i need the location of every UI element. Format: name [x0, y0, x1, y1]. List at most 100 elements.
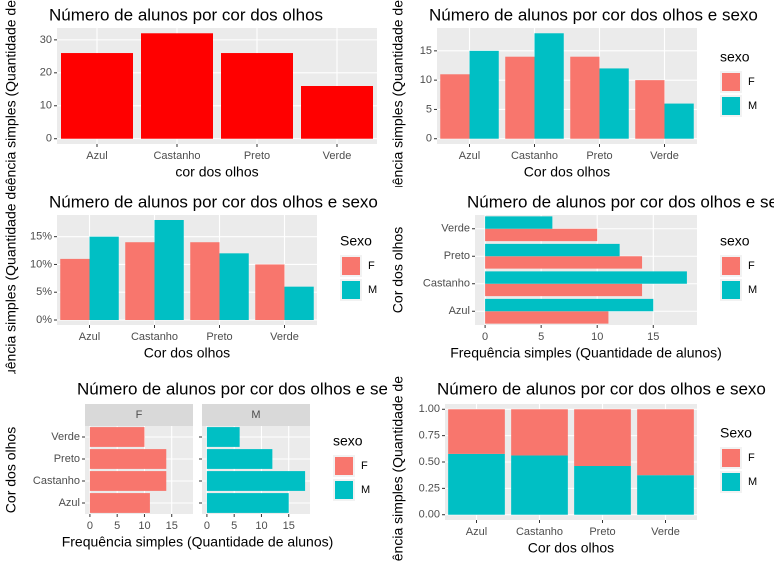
bar: [89, 471, 167, 491]
y-tick-label: 0.50: [419, 456, 440, 468]
bar: [485, 216, 553, 229]
bar: [60, 258, 90, 320]
bar: [125, 242, 155, 320]
y-tick-label: Preto: [444, 250, 470, 262]
y-tick-label: 30: [40, 34, 52, 46]
y-tick-label: Azul: [59, 497, 80, 509]
x-tick-label: Preto: [586, 150, 612, 162]
y-tick-label: Castanho: [423, 278, 470, 290]
legend-swatch: [335, 481, 353, 499]
x-tick-label: 0: [482, 331, 488, 343]
legend-title: Sexo: [720, 425, 752, 441]
x-tick-label: Preto: [589, 526, 615, 538]
bar: [511, 409, 568, 456]
x-tick-label: 5: [538, 331, 544, 343]
y-axis-title: Frequência simples (Quantidade de alunos…: [3, 0, 19, 222]
bar: [485, 243, 620, 257]
bar: [141, 33, 213, 139]
y-tick-label: 5: [426, 103, 432, 115]
x-tick-label: 15: [647, 331, 659, 343]
bar: [505, 56, 535, 139]
chart-panel: Número de alunos por cor dos olhos e sex…: [3, 134, 378, 406]
legend-swatch: [722, 73, 740, 91]
x-tick-label: Verde: [651, 526, 680, 538]
legend-label: F: [361, 460, 368, 472]
legend-label: F: [748, 452, 755, 464]
y-tick-label: 0.00: [419, 509, 440, 521]
bar: [448, 409, 505, 454]
x-axis-title: cor dos olhos: [175, 164, 258, 180]
legend-swatch: [342, 257, 360, 275]
chart-panel: Número de alunos por cor dos olhos e sex…: [390, 192, 774, 360]
chart-title: Número de alunos por cor dos olhos e sex…: [49, 192, 378, 211]
chart-title: Número de alunos por cor dos olhos e sex…: [429, 5, 758, 24]
bar: [154, 220, 184, 320]
bar: [574, 409, 631, 467]
x-tick-label: 15: [283, 520, 295, 532]
y-axis-title: Cor dos olhos: [3, 427, 19, 513]
facet-strip: [85, 404, 193, 426]
y-tick-label: Verde: [51, 431, 80, 443]
legend-label: M: [361, 484, 370, 496]
x-tick-label: Verde: [270, 331, 299, 343]
x-tick-label: Castanho: [516, 526, 563, 538]
y-axis-title: Frequência simples (Quantidade de alunos…: [3, 134, 19, 406]
bar: [511, 455, 568, 515]
y-tick-label: Preto: [54, 453, 80, 465]
legend-label: F: [748, 76, 755, 88]
x-tick-label: 5: [231, 520, 237, 532]
bar: [574, 466, 631, 515]
legend-swatch: [722, 281, 740, 299]
y-tick-label: 0.25: [419, 482, 440, 494]
x-axis-title: Frequência simples (Quantidade de alunos…: [450, 345, 722, 361]
x-axis-title: Cor dos olhos: [144, 345, 230, 361]
bar: [221, 53, 293, 139]
bar: [206, 493, 289, 513]
x-tick-label: Azul: [459, 150, 480, 162]
legend-label: M: [748, 100, 757, 112]
bar: [485, 228, 598, 242]
y-axis-title: Cor dos olhos: [390, 227, 406, 313]
chart-title: Número de alunos por cor dos olhos e sex…: [467, 192, 774, 211]
legend-swatch: [722, 97, 740, 115]
y-tick-label: 0%: [36, 314, 52, 326]
legend-swatch: [335, 457, 353, 475]
bar: [206, 471, 306, 491]
bar: [637, 409, 694, 476]
bar: [89, 236, 119, 320]
bar: [440, 74, 470, 139]
x-tick-label: 10: [591, 331, 603, 343]
y-tick-label: 10: [420, 74, 432, 86]
chart-title: Número de alunos por cor dos olhos e sex…: [437, 379, 766, 398]
legend-swatch: [722, 257, 740, 275]
x-tick-label: 10: [138, 520, 150, 532]
x-axis-title: Cor dos olhos: [528, 540, 614, 556]
legend-title: sexo: [720, 233, 750, 249]
legend-label: F: [748, 260, 755, 272]
legend-label: M: [748, 284, 757, 296]
bar: [469, 50, 499, 139]
bar: [255, 264, 285, 320]
bar: [570, 56, 600, 139]
bar: [301, 86, 373, 139]
x-tick-label: 0: [204, 520, 210, 532]
x-tick-label: Preto: [206, 331, 232, 343]
bar: [61, 53, 133, 139]
legend-swatch: [722, 449, 740, 467]
bar: [89, 493, 150, 513]
y-axis-title: Frequência simples (Quantidade de alunos…: [390, 326, 406, 561]
bar: [206, 427, 240, 447]
y-tick-label: 5%: [36, 286, 52, 298]
bar: [284, 286, 314, 320]
bar: [485, 311, 609, 324]
y-tick-label: 20: [40, 67, 52, 79]
legend-title: Sexo: [340, 233, 372, 249]
y-tick-label: Azul: [449, 305, 470, 317]
x-tick-label: Azul: [466, 526, 487, 538]
bar: [485, 256, 643, 269]
facet-strip: [202, 404, 310, 426]
bar: [485, 298, 654, 312]
x-tick-label: Castanho: [131, 331, 178, 343]
bar: [485, 271, 687, 284]
